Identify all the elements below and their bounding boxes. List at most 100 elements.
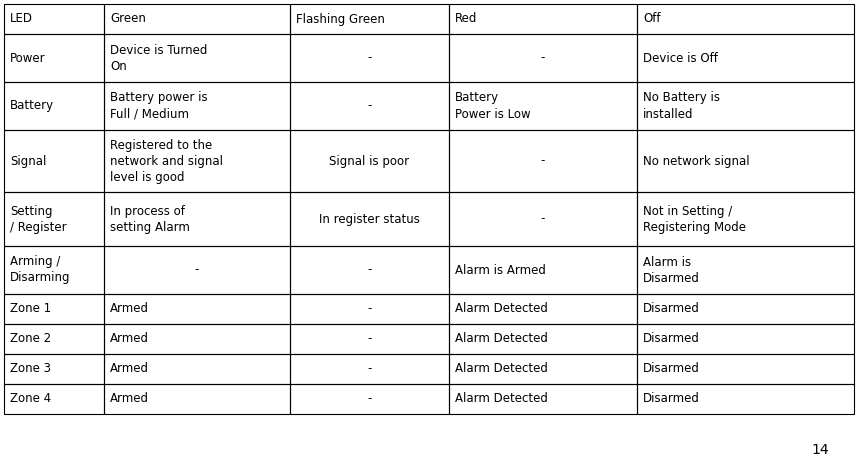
Text: No network signal: No network signal	[644, 154, 750, 168]
Text: -: -	[367, 99, 372, 113]
Bar	[637, 4, 854, 34]
Text: Red: Red	[455, 13, 477, 25]
Text: Zone 3: Zone 3	[10, 363, 51, 375]
Bar	[290, 354, 449, 384]
Text: Signal: Signal	[10, 154, 46, 168]
Bar	[290, 384, 449, 414]
Bar	[105, 34, 290, 82]
Text: Off: Off	[644, 13, 661, 25]
Bar	[4, 130, 105, 192]
Bar	[4, 324, 105, 354]
Bar	[4, 82, 105, 130]
Bar	[637, 82, 854, 130]
Text: Green: Green	[111, 13, 146, 25]
Bar	[4, 34, 105, 82]
Text: Alarm is
Disarmed: Alarm is Disarmed	[644, 255, 700, 284]
Text: No Battery is
installed: No Battery is installed	[644, 91, 720, 121]
Text: Armed: Armed	[111, 333, 149, 346]
Bar	[290, 4, 449, 34]
Text: In process of
setting Alarm: In process of setting Alarm	[111, 204, 190, 234]
Text: Zone 2: Zone 2	[10, 333, 51, 346]
Text: Battery: Battery	[10, 99, 54, 113]
Text: Battery power is
Full / Medium: Battery power is Full / Medium	[111, 91, 208, 121]
Bar	[105, 192, 290, 246]
Bar	[637, 384, 854, 414]
Bar	[4, 4, 105, 34]
Text: Disarmed: Disarmed	[644, 363, 700, 375]
Text: Setting
/ Register: Setting / Register	[10, 204, 67, 234]
Bar	[105, 384, 290, 414]
Text: Arming /
Disarming: Arming / Disarming	[10, 255, 70, 284]
Text: -: -	[367, 333, 372, 346]
Bar	[4, 354, 105, 384]
Bar	[290, 192, 449, 246]
Text: Zone 1: Zone 1	[10, 302, 51, 316]
Bar	[449, 34, 637, 82]
Bar	[105, 82, 290, 130]
Text: Registered to the
network and signal
level is good: Registered to the network and signal lev…	[111, 138, 223, 184]
Bar	[290, 246, 449, 294]
Text: Device is Off: Device is Off	[644, 51, 718, 65]
Text: -: -	[367, 363, 372, 375]
Bar	[449, 246, 637, 294]
Bar	[637, 192, 854, 246]
Bar	[637, 294, 854, 324]
Bar	[637, 246, 854, 294]
Text: Alarm is Armed: Alarm is Armed	[455, 263, 546, 276]
Bar	[105, 246, 290, 294]
Text: -: -	[541, 212, 545, 226]
Text: Power: Power	[10, 51, 45, 65]
Text: -: -	[367, 263, 372, 276]
Text: In register status: In register status	[318, 212, 420, 226]
Bar	[637, 130, 854, 192]
Text: Armed: Armed	[111, 363, 149, 375]
Bar	[290, 130, 449, 192]
Text: Disarmed: Disarmed	[644, 302, 700, 316]
Bar	[290, 294, 449, 324]
Bar	[290, 82, 449, 130]
Text: 14: 14	[811, 443, 829, 457]
Text: -: -	[541, 51, 545, 65]
Bar	[4, 294, 105, 324]
Bar	[105, 130, 290, 192]
Text: Signal is poor: Signal is poor	[329, 154, 409, 168]
Bar	[637, 34, 854, 82]
Text: Zone 4: Zone 4	[10, 392, 51, 406]
Bar	[449, 324, 637, 354]
Bar	[105, 354, 290, 384]
Bar	[449, 294, 637, 324]
Text: Device is Turned
On: Device is Turned On	[111, 43, 208, 73]
Text: Disarmed: Disarmed	[644, 392, 700, 406]
Bar	[637, 354, 854, 384]
Text: -: -	[367, 51, 372, 65]
Bar	[4, 384, 105, 414]
Bar	[290, 34, 449, 82]
Text: Alarm Detected: Alarm Detected	[455, 363, 547, 375]
Bar	[105, 294, 290, 324]
Bar	[637, 324, 854, 354]
Text: -: -	[367, 392, 372, 406]
Text: -: -	[195, 263, 199, 276]
Text: -: -	[541, 154, 545, 168]
Bar	[449, 130, 637, 192]
Text: Alarm Detected: Alarm Detected	[455, 333, 547, 346]
Text: Flashing Green: Flashing Green	[296, 13, 384, 25]
Text: Not in Setting /
Registering Mode: Not in Setting / Registering Mode	[644, 204, 746, 234]
Bar	[449, 82, 637, 130]
Text: Alarm Detected: Alarm Detected	[455, 302, 547, 316]
Bar	[4, 246, 105, 294]
Text: Armed: Armed	[111, 392, 149, 406]
Bar	[449, 4, 637, 34]
Bar	[105, 4, 290, 34]
Text: -: -	[367, 302, 372, 316]
Bar	[290, 324, 449, 354]
Bar	[449, 384, 637, 414]
Bar	[449, 192, 637, 246]
Bar	[4, 192, 105, 246]
Text: Armed: Armed	[111, 302, 149, 316]
Bar	[105, 324, 290, 354]
Text: Battery
Power is Low: Battery Power is Low	[455, 91, 530, 121]
Text: LED: LED	[10, 13, 33, 25]
Text: Alarm Detected: Alarm Detected	[455, 392, 547, 406]
Bar	[449, 354, 637, 384]
